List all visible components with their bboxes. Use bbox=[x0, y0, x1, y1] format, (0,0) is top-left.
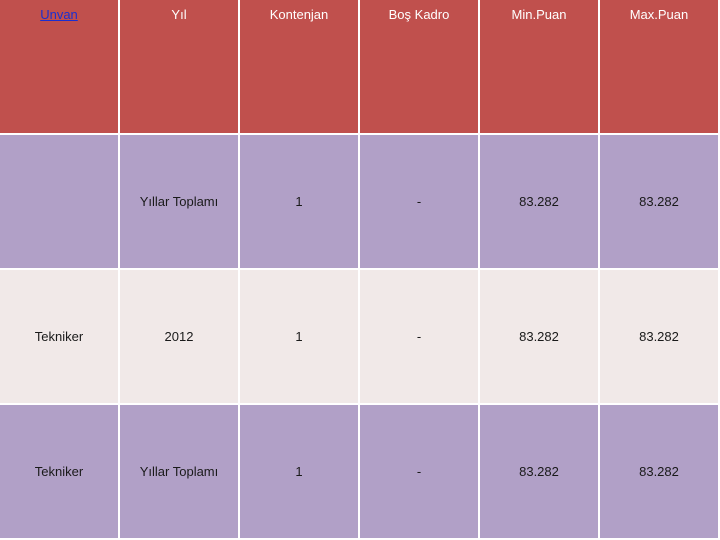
row2-bos-kadro: - bbox=[360, 270, 478, 403]
row2-kontenjan: 1 bbox=[240, 270, 358, 403]
row1-bos-kadro: - bbox=[360, 135, 478, 268]
header-kontenjan: Kontenjan bbox=[240, 0, 358, 133]
row1-yil: Yıllar Toplamı bbox=[120, 135, 238, 268]
header-yil: Yıl bbox=[120, 0, 238, 133]
header-max-puan: Max.Puan bbox=[600, 0, 718, 133]
header-bos-kadro: Boş Kadro bbox=[360, 0, 478, 133]
row3-max-puan: 83.282 bbox=[600, 405, 718, 538]
row1-unvan bbox=[0, 135, 118, 268]
header-min-puan: Min.Puan bbox=[480, 0, 598, 133]
row3-bos-kadro: - bbox=[360, 405, 478, 538]
row3-yil: Yıllar Toplamı bbox=[120, 405, 238, 538]
row3-min-puan: 83.282 bbox=[480, 405, 598, 538]
row3-unvan: Tekniker bbox=[0, 405, 118, 538]
row2-min-puan: 83.282 bbox=[480, 270, 598, 403]
row1-kontenjan: 1 bbox=[240, 135, 358, 268]
header-unvan-link[interactable]: Unvan bbox=[0, 0, 118, 133]
row2-max-puan: 83.282 bbox=[600, 270, 718, 403]
row2-unvan: Tekniker bbox=[0, 270, 118, 403]
row3-kontenjan: 1 bbox=[240, 405, 358, 538]
row1-min-puan: 83.282 bbox=[480, 135, 598, 268]
row1-max-puan: 83.282 bbox=[600, 135, 718, 268]
row2-yil: 2012 bbox=[120, 270, 238, 403]
